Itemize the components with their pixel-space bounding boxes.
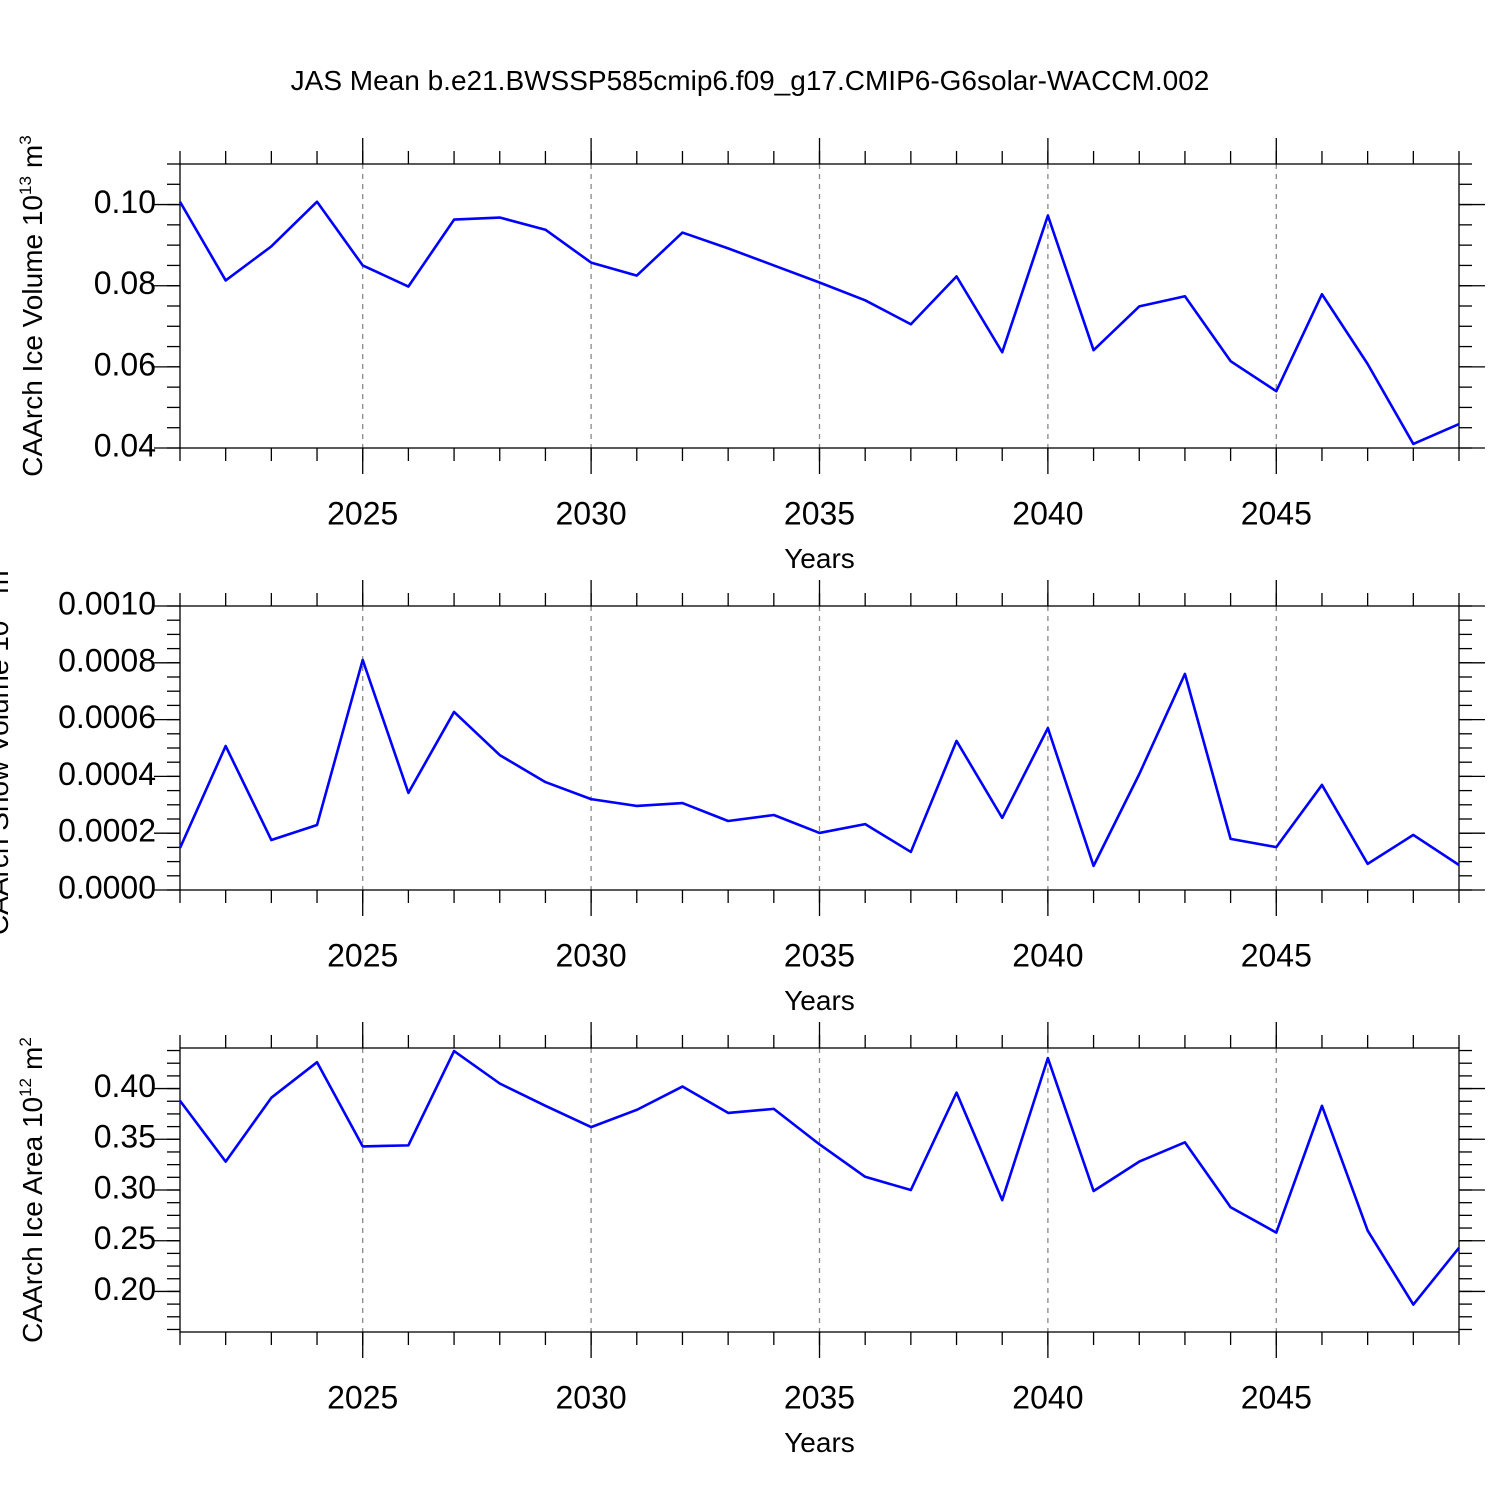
y-tick-label: 0.25 <box>94 1220 156 1256</box>
y-axis-label-unit-exponent: 2 <box>16 1037 35 1046</box>
y-axis-label-exponent: 13 <box>16 176 35 195</box>
y-axis-label-text: CAArch Ice Volume 10 <box>17 195 48 477</box>
y-tick-label: 0.08 <box>94 265 156 301</box>
y-tick-label: 0.40 <box>94 1068 156 1104</box>
y-axis-label-unit: m <box>0 570 14 593</box>
y-axis-label: CAArch Ice Volume 1013 m3 <box>16 135 48 476</box>
y-tick-label: 0.0010 <box>58 585 156 621</box>
y-tick-label: 0.0008 <box>58 642 156 678</box>
y-axis-label: CAArch Snow Volume 1013 m3 <box>0 561 14 935</box>
x-tick-label: 2040 <box>1012 937 1083 973</box>
y-tick-label: 0.06 <box>94 346 156 382</box>
x-tick-label: 2045 <box>1241 1379 1312 1415</box>
x-tick-label: 2025 <box>327 937 398 973</box>
x-tick-label: 2035 <box>784 937 855 973</box>
y-axis-label-unit-exponent: 3 <box>16 135 35 144</box>
x-tick-label: 2040 <box>1012 1379 1083 1415</box>
x-tick-label: 2030 <box>556 1379 627 1415</box>
y-axis-label-text: CAArch Snow Volume 10 <box>0 621 14 935</box>
data-line <box>178 658 1460 868</box>
y-axis-label: CAArch Ice Area 1012 m2 <box>16 1037 48 1343</box>
x-axis-label: Years <box>784 543 855 574</box>
x-tick-label: 2030 <box>556 937 627 973</box>
data-line <box>178 1049 1461 1306</box>
x-tick-label: 2035 <box>784 495 855 531</box>
data-line <box>178 200 1460 446</box>
y-tick-label: 0.20 <box>94 1271 156 1307</box>
y-axis-label-unit-exponent: 3 <box>0 561 1 570</box>
y-tick-label: 0.04 <box>94 427 156 463</box>
figure-title: JAS Mean b.e21.BWSSP585cmip6.f09_g17.CMI… <box>291 65 1210 96</box>
y-tick-label: 0.0000 <box>58 869 156 905</box>
x-tick-label: 2025 <box>327 495 398 531</box>
y-tick-label: 0.35 <box>94 1119 156 1155</box>
x-tick-label: 2035 <box>784 1379 855 1415</box>
x-tick-label: 2025 <box>327 1379 398 1415</box>
y-tick-label: 0.30 <box>94 1169 156 1205</box>
x-tick-label: 2040 <box>1012 495 1083 531</box>
y-axis-label-text: CAArch Ice Area 10 <box>17 1097 48 1343</box>
x-tick-label: 2030 <box>556 495 627 531</box>
y-tick-label: 0.0002 <box>58 813 156 849</box>
y-axis-label-exponent: 12 <box>16 1078 35 1097</box>
x-tick-label: 2045 <box>1241 495 1312 531</box>
y-axis-label-unit: m <box>17 1047 48 1070</box>
y-tick-label: 0.0004 <box>58 756 156 792</box>
y-tick-label: 0.0006 <box>58 699 156 735</box>
y-axis-label-exponent: 13 <box>0 602 1 621</box>
y-axis-label-unit: m <box>17 145 48 168</box>
x-axis-label: Years <box>784 985 855 1016</box>
x-tick-label: 2045 <box>1241 937 1312 973</box>
y-tick-label: 0.10 <box>94 184 156 220</box>
x-axis-label: Years <box>784 1427 855 1458</box>
